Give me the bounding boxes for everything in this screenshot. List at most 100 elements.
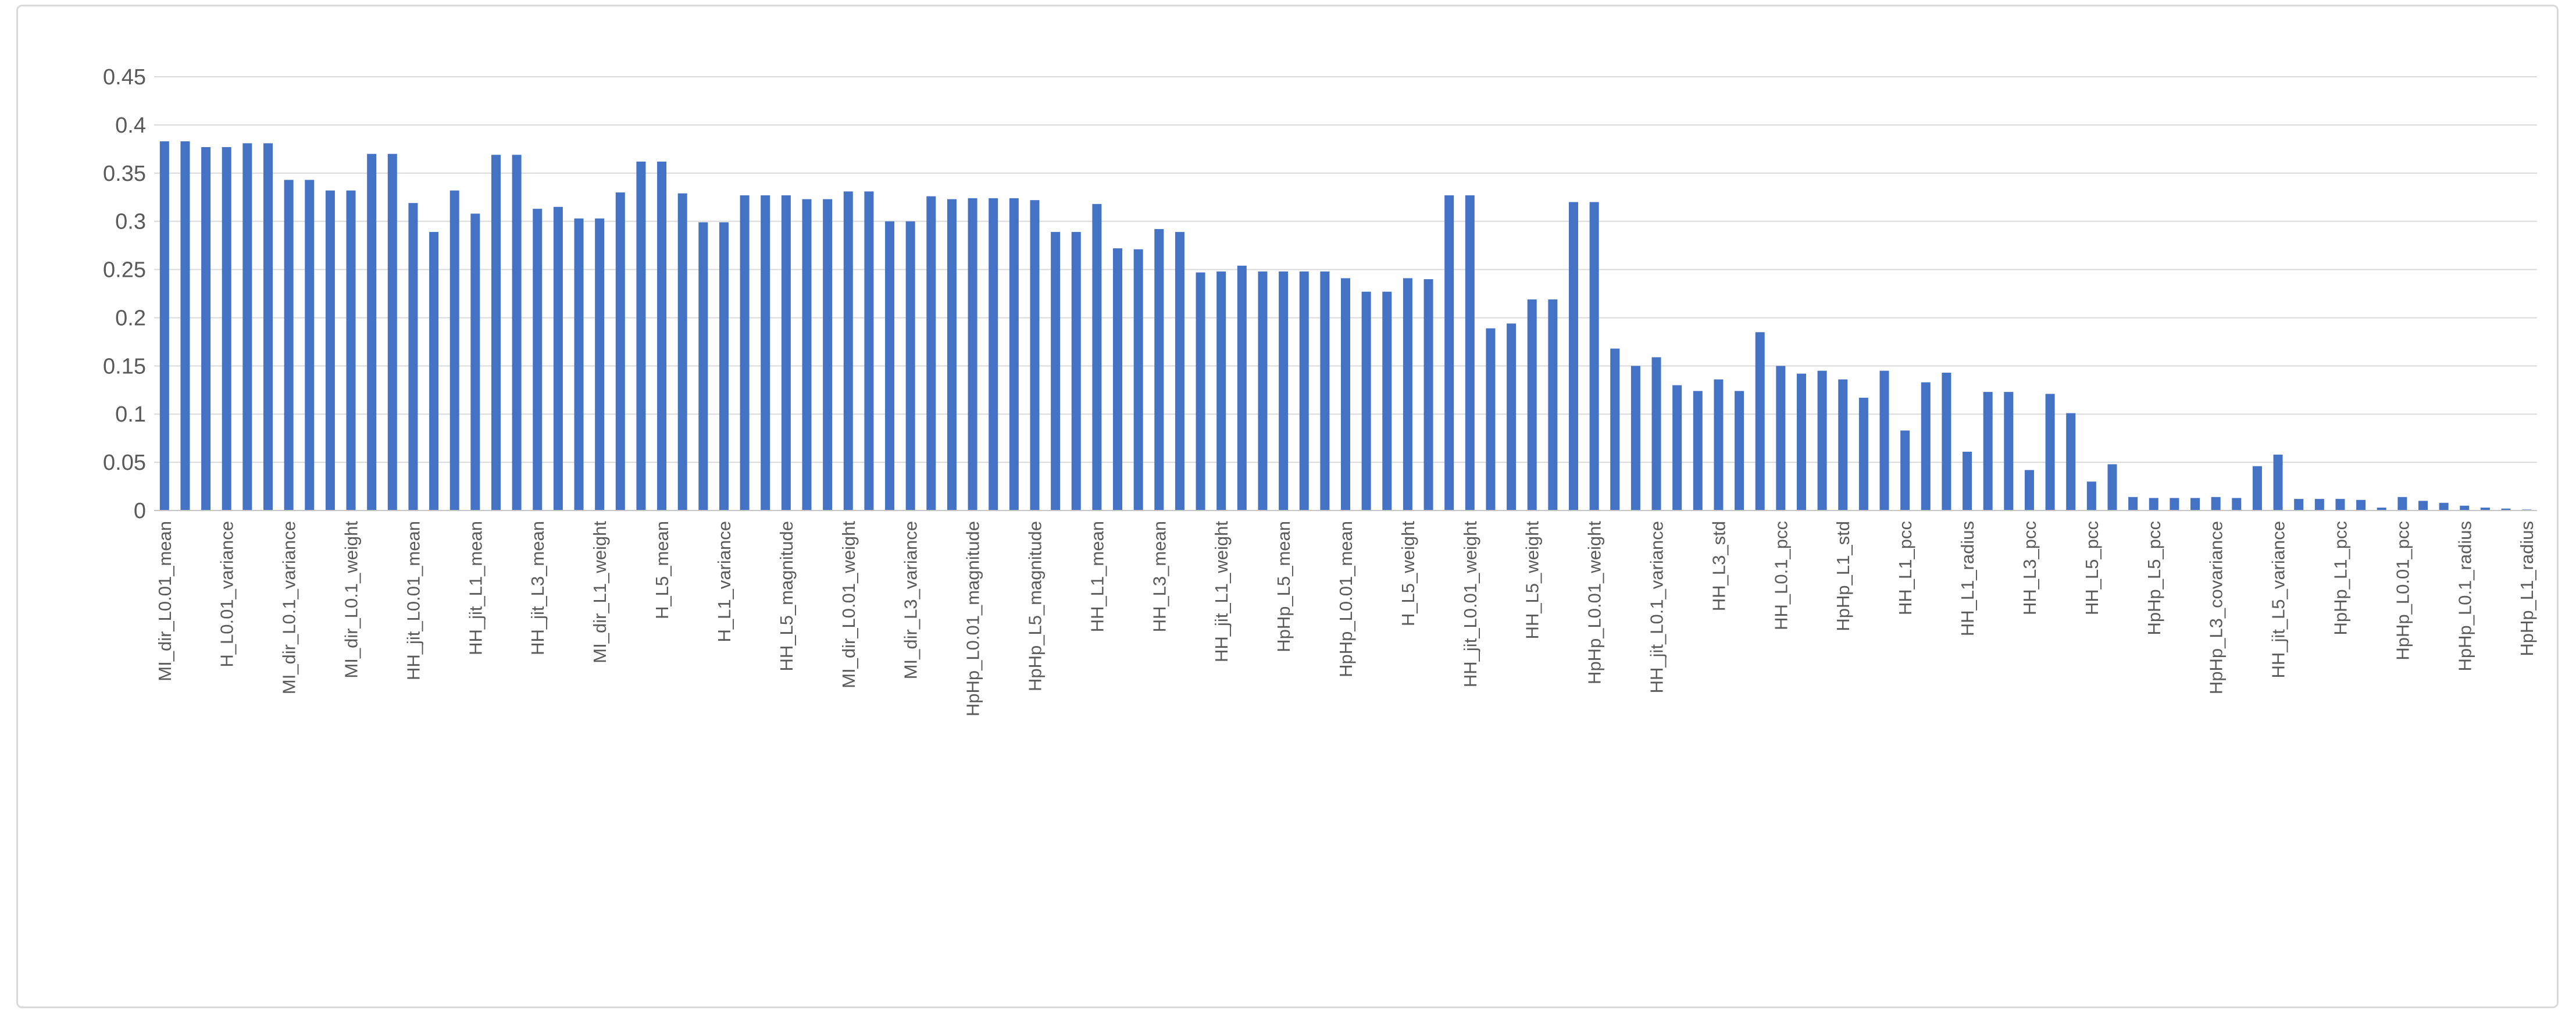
bar — [1444, 195, 1454, 511]
bar — [2314, 499, 2324, 511]
x-tick-label: MI_dir_L3_variance — [901, 521, 921, 679]
bar — [1672, 385, 1682, 511]
bar — [1610, 348, 1620, 511]
y-tick-label: 0.35 — [103, 162, 146, 186]
bar — [968, 198, 977, 511]
bar — [180, 141, 190, 511]
x-tick-label: HpHp_L0.01_pcc — [2392, 521, 2413, 661]
bar — [1735, 391, 1744, 511]
y-tick-label: 0.25 — [103, 258, 146, 283]
bar — [346, 190, 356, 511]
x-tick-label: MI_dir_L0.01_mean — [155, 521, 175, 681]
bar — [201, 147, 211, 511]
bar — [305, 180, 315, 511]
x-tick-label: HpHp_L5_mean — [1273, 521, 1294, 652]
bar — [2190, 498, 2200, 511]
x-tick-label: HpHp_L1_radius — [2517, 521, 2537, 656]
bar — [574, 218, 584, 511]
bar — [1796, 373, 1806, 511]
bar — [989, 198, 998, 511]
bar — [2045, 394, 2055, 511]
bar — [1030, 200, 1040, 511]
bar — [781, 195, 791, 511]
bar — [802, 199, 812, 511]
bar — [2004, 392, 2014, 511]
x-tick-label: HpHp_L1_std — [1833, 521, 1853, 631]
bar — [408, 203, 418, 511]
bar — [491, 155, 501, 511]
bar — [159, 141, 169, 511]
bar — [615, 192, 625, 511]
bar — [325, 190, 335, 511]
bar — [1133, 249, 1143, 511]
bar — [1196, 272, 1205, 511]
bar — [698, 222, 708, 511]
bar — [1403, 278, 1412, 511]
x-tick-label: H_L1_variance — [714, 521, 734, 642]
bar — [533, 209, 543, 511]
x-tick-label: MI_dir_L0.1_variance — [279, 521, 299, 694]
bar — [1092, 204, 1102, 511]
x-tick-label: HH_jit_L0.1_variance — [1647, 521, 1667, 693]
bar — [1879, 370, 1889, 511]
y-tick-label: 0.15 — [103, 354, 146, 379]
bar — [2356, 499, 2366, 511]
bar — [719, 222, 729, 511]
bar — [2335, 499, 2345, 511]
bar — [1216, 271, 1226, 511]
bar — [2460, 505, 2470, 511]
y-tick-label: 0.1 — [115, 402, 146, 427]
bar — [242, 143, 252, 511]
bar — [1113, 248, 1123, 511]
bar — [2128, 497, 2138, 511]
bar — [1714, 379, 1724, 511]
bar — [823, 199, 833, 511]
bar — [2170, 498, 2179, 511]
x-tick-label: HH_L3_mean — [1149, 521, 1169, 632]
bar — [1423, 279, 1433, 511]
x-tick-label: HH_jit_L1_mean — [465, 521, 486, 655]
bar — [449, 190, 459, 511]
bar — [512, 155, 522, 511]
bar — [2024, 470, 2034, 511]
bar-chart: 0 0.05 0.1 0.15 0.2 0.25 0.3 0.35 0.4 0.45 MI_dir_… — [103, 65, 2537, 716]
x-tick-label: HpHp_L3_covariance — [2206, 521, 2227, 694]
bar — [2086, 481, 2096, 511]
bar — [677, 193, 687, 511]
bar — [2480, 508, 2490, 511]
bar — [2066, 413, 2076, 511]
x-tick-label: HpHp_L0.01_mean — [1336, 521, 1356, 677]
bar — [843, 191, 853, 511]
bar — [2397, 497, 2407, 511]
bar — [1299, 271, 1309, 511]
x-tick-label: H_L5_mean — [652, 521, 672, 619]
bar — [1838, 379, 1848, 511]
y-tick-label: 0.45 — [103, 65, 146, 90]
x-tick-label: MI_dir_L0.1_weight — [341, 521, 362, 679]
bar — [1361, 291, 1371, 511]
bar — [367, 154, 377, 511]
bar — [1651, 357, 1661, 511]
x-tick-label: HH_L1_pcc — [1895, 521, 1915, 615]
x-tick-label: HH_jit_L3_mean — [527, 521, 548, 655]
bar — [1983, 392, 1993, 511]
bar — [284, 180, 294, 511]
x-tick-label: MI_dir_L0.01_weight — [839, 521, 859, 688]
x-tick-label: HH_jit_L1_weight — [1211, 521, 1232, 662]
bar — [2294, 499, 2304, 511]
y-tick-label: 0 — [134, 499, 146, 523]
bar — [740, 195, 750, 511]
bar — [553, 206, 563, 511]
x-tick-label: HpHp_L5_magnitude — [1025, 521, 1045, 691]
x-tick-label: HH_L1_radius — [1957, 521, 1978, 636]
x-tick-label: H_L5_weight — [1398, 521, 1418, 626]
bar — [2377, 508, 2386, 511]
bar — [1465, 195, 1475, 511]
bar — [1858, 398, 1868, 511]
bar — [1320, 271, 1330, 511]
bar — [595, 218, 605, 511]
bar — [1507, 323, 1517, 511]
bar — [1279, 271, 1289, 511]
bar — [2252, 466, 2262, 511]
